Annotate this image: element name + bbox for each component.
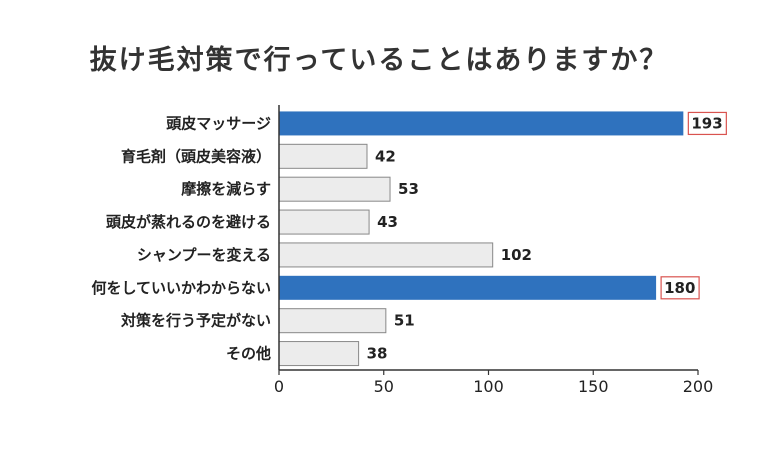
bar-7	[278, 341, 360, 367]
value-label-1: 42	[375, 147, 396, 165]
bar-6	[278, 308, 387, 334]
category-label-4: シャンプーを変える	[137, 246, 271, 264]
value-label-box-0	[687, 111, 727, 136]
bar-5	[279, 275, 657, 300]
category-label-1: 育毛剤（頭皮美容液）	[121, 147, 271, 165]
value-label-3: 43	[377, 213, 398, 231]
bar-0	[279, 111, 684, 136]
x-tick-label-2: 100	[473, 377, 504, 396]
value-label-2: 53	[398, 180, 419, 198]
axes-group: 0 50 100 150 200	[274, 105, 713, 396]
bars-group: 頭皮マッサージ 193 育毛剤（頭皮美容液） 42 摩擦を減らす 53 頭皮が蒸れるのを避け…	[91, 111, 727, 367]
bar-4	[278, 242, 494, 268]
x-tick-label-1: 50	[374, 377, 394, 396]
x-tick-label-3: 150	[578, 377, 609, 396]
x-tick-label-4: 200	[683, 377, 714, 396]
value-label-5: 180	[664, 279, 695, 297]
category-label-6: 対策を行う予定がない	[120, 312, 271, 330]
category-label-5: 何をしていいかわからない	[91, 279, 271, 297]
value-label-7: 38	[367, 345, 388, 363]
category-label-3: 頭皮が蒸れるのを避ける	[106, 213, 271, 231]
chart-title: 抜け毛対策で行っていることはありますか？	[89, 45, 669, 76]
value-label-box-5	[660, 276, 700, 300]
value-label-6: 51	[394, 312, 415, 330]
bar-1	[278, 143, 368, 169]
bar-2	[278, 176, 391, 202]
value-label-0: 193	[691, 114, 722, 132]
category-label-0: 頭皮マッサージ	[166, 114, 271, 132]
value-label-4: 102	[501, 246, 532, 264]
category-label-7: その他	[226, 345, 271, 363]
category-label-2: 摩擦を減らす	[181, 180, 271, 198]
bar-3	[278, 209, 370, 235]
x-tick-label-0: 0	[274, 377, 284, 396]
